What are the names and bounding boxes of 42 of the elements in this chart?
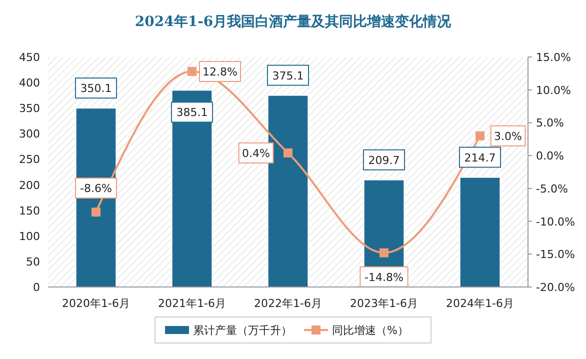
data-label: 3.0% <box>494 130 522 143</box>
y2-tick-label: 15.0% <box>536 51 571 64</box>
bar <box>459 176 501 288</box>
data-label: -14.8% <box>364 270 404 284</box>
legend-label: 同比增速（%） <box>332 324 408 337</box>
y-tick-label: 50 <box>26 255 40 268</box>
y-tick-label: 150 <box>19 204 40 218</box>
y2-tick-label: -5.0% <box>536 182 568 196</box>
data-label: 375.1 <box>272 69 304 82</box>
y2-tick-label: -20.0% <box>536 281 575 294</box>
x-tick-label: 2021年1-6月 <box>158 297 226 310</box>
data-label: 214.7 <box>464 151 496 164</box>
y-tick-label: 300 <box>19 128 40 141</box>
data-label: 0.4% <box>242 146 270 160</box>
data-label: -8.6% <box>80 182 112 196</box>
x-tick-label: 2020年1-6月 <box>62 297 130 310</box>
x-tick-label: 2022年1-6月 <box>254 297 322 310</box>
chart-title: 2024年1-6月我国白酒产量及其同比增速变化情况 <box>134 13 452 30</box>
legend-label: 累计产量（万千升） <box>193 324 292 337</box>
y2-tick-label: -15.0% <box>536 248 575 262</box>
y2-tick-label: 10.0% <box>536 84 571 97</box>
y-tick-label: 100 <box>19 230 40 243</box>
y-tick-label: 450 <box>19 51 40 64</box>
point <box>92 208 100 217</box>
data-label: 209.7 <box>368 154 400 167</box>
point <box>188 66 196 76</box>
x-tick-label: 2023年1-6月 <box>350 297 418 310</box>
point <box>476 131 484 140</box>
y-tick-label: 0 <box>33 281 40 294</box>
y2-tick-label: -10.0% <box>536 215 575 228</box>
point <box>284 148 292 158</box>
data-label: 385.1 <box>176 106 208 120</box>
y-tick-label: 250 <box>19 153 40 166</box>
y-tick-label: 200 <box>19 178 40 192</box>
point <box>380 248 388 258</box>
y-tick-label: 400 <box>19 76 40 90</box>
y-tick-label: 350 <box>19 102 40 116</box>
data-label: 350.1 <box>80 82 112 96</box>
data-label: 12.8% <box>202 65 238 78</box>
x-tick-label: 2024年1-6月 <box>446 297 514 310</box>
y2-tick-label: 5.0% <box>536 116 564 130</box>
y2-tick-label: 0.0% <box>536 150 564 163</box>
